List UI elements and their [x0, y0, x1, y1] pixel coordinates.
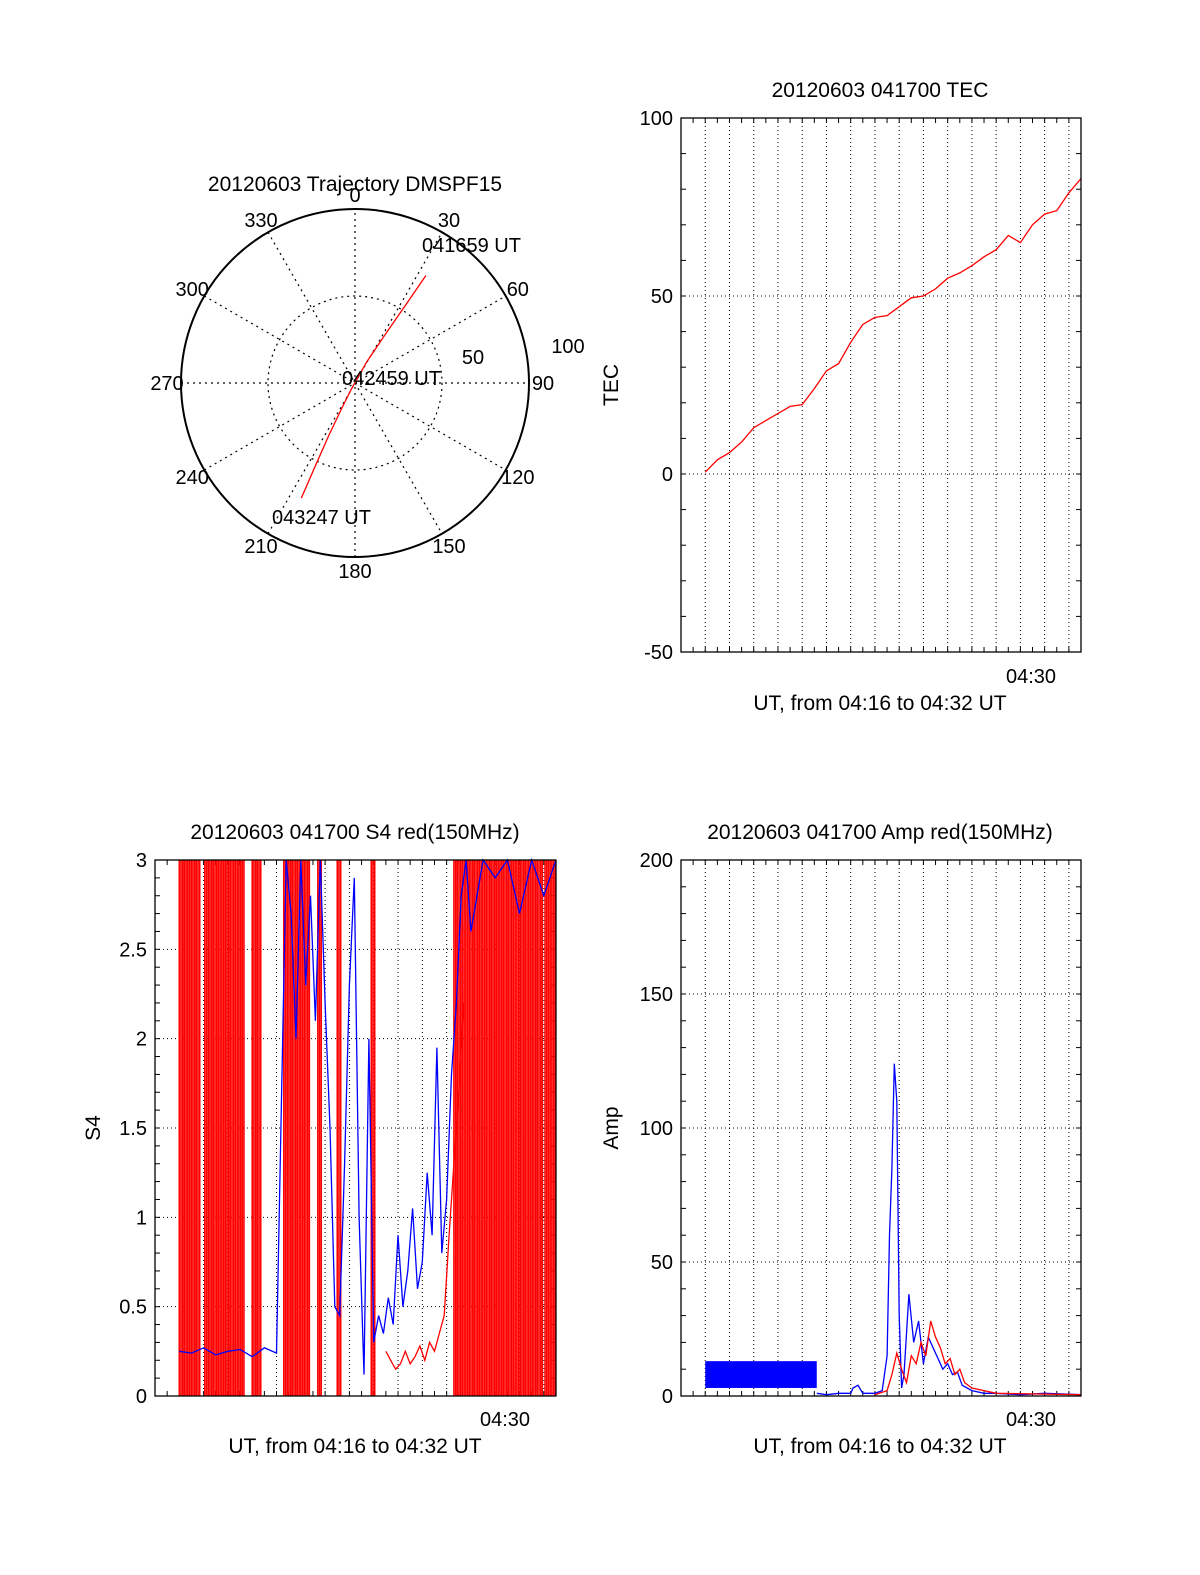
s4-ytick-label: 1 — [136, 1207, 147, 1229]
polar-azimuth-labels: 0 30 60 90 120 150 180 210 240 270 300 330 — [150, 185, 554, 583]
polar-annotation-start: 041659 UT — [422, 235, 521, 257]
s4-ytick-label: 2 — [136, 1029, 147, 1051]
amp-blue-series — [816, 1063, 1082, 1396]
polar-azimuth-label: 30 — [438, 210, 460, 232]
amp-red-series — [874, 1320, 1082, 1396]
tec-panel: 20120603 041700 TEC -50 0 50 100 04:30 UT, … — [600, 79, 1082, 715]
tec-ytick-label: 0 — [662, 464, 673, 486]
tec-series-line — [704, 178, 1082, 473]
amp-title: 20120603 041700 Amp red(150MHz) — [707, 821, 1053, 844]
polar-trajectory-line — [300, 275, 427, 499]
tec-xtick-0430: 04:30 — [1006, 666, 1056, 688]
polar-azimuth-label: 90 — [532, 373, 554, 395]
polar-azimuth-label: 300 — [175, 279, 208, 301]
polar-radial-label-100: 100 — [551, 336, 584, 358]
s4-panel: 20120603 041700 S4 red(150MHz) 0 0.5 1 1.5 2… — [82, 821, 557, 1458]
amp-plot-area: 0 50 100 150 200 — [640, 850, 1082, 1408]
amp-ytick-label: 100 — [640, 1118, 673, 1140]
s4-xlabel: UT, from 04:16 to 04:32 UT — [228, 1435, 481, 1458]
amp-noise-band — [705, 1361, 817, 1388]
tec-ytick-label: -50 — [644, 642, 673, 664]
s4-ylabel: S4 — [82, 1115, 105, 1141]
amp-ytick-label: 150 — [640, 984, 673, 1006]
amp-ylabel: Amp — [600, 1106, 623, 1149]
polar-trajectory — [300, 275, 427, 499]
s4-ytick-label: 2.5 — [119, 939, 147, 961]
polar-azimuth-label: 240 — [175, 467, 208, 489]
polar-azimuth-label: 120 — [501, 467, 534, 489]
polar-annotation-mid: 042459 UT — [342, 368, 441, 390]
s4-ytick-label: 0 — [136, 1386, 147, 1408]
s4-title: 20120603 041700 S4 red(150MHz) — [190, 821, 519, 844]
polar-grid-circle — [267, 295, 443, 471]
amp-xtick-0430: 04:30 — [1006, 1409, 1056, 1431]
s4-plot-area: 0 0.5 1 1.5 2 2.5 3 — [119, 850, 557, 1408]
polar-azimuth-label: 60 — [507, 279, 529, 301]
amp-panel: 20120603 041700 Amp red(150MHz) 0 50 100 15… — [600, 821, 1082, 1458]
tec-title: 20120603 041700 TEC — [772, 79, 989, 102]
amp-ytick-label: 50 — [651, 1252, 673, 1274]
s4-ytick-label: 0.5 — [119, 1297, 147, 1319]
polar-annotation-end: 043247 UT — [272, 507, 371, 529]
tec-ylabel: TEC — [600, 364, 623, 406]
s4-frame — [154, 859, 557, 1397]
polar-azimuth-label: 270 — [150, 373, 183, 395]
polar-outer-circle — [180, 208, 530, 558]
polar-azimuth-label: 210 — [244, 536, 277, 558]
s4-ytick-label: 1.5 — [119, 1118, 147, 1140]
polar-title: 20120603 Trajectory DMSPF15 — [208, 173, 502, 196]
polar-azimuth-label: 150 — [432, 536, 465, 558]
tec-ytick-label: 100 — [640, 108, 673, 130]
polar-azimuth-label: 180 — [338, 561, 371, 583]
s4-ytick-label: 3 — [136, 850, 147, 872]
tec-plot-area: -50 0 50 100 — [640, 108, 1082, 664]
amp-xlabel: UT, from 04:16 to 04:32 UT — [753, 1435, 1006, 1458]
tec-xlabel: UT, from 04:16 to 04:32 UT — [753, 692, 1006, 715]
tec-frame — [680, 117, 1082, 653]
amp-ytick-label: 200 — [640, 850, 673, 872]
polar-azimuth-label: 0 — [349, 185, 360, 207]
s4-red-series — [385, 1002, 465, 1371]
tec-ytick-label: 50 — [651, 286, 673, 308]
polar-azimuth-label: 330 — [244, 210, 277, 232]
s4-xtick-0430: 04:30 — [480, 1409, 530, 1431]
polar-panel: 20120603 Trajectory DMSPF15 0 30 60 90 120 15… — [150, 173, 584, 583]
polar-radial-label-50: 50 — [462, 347, 484, 369]
amp-frame — [680, 859, 1082, 1397]
amp-ytick-label: 0 — [662, 1386, 673, 1408]
